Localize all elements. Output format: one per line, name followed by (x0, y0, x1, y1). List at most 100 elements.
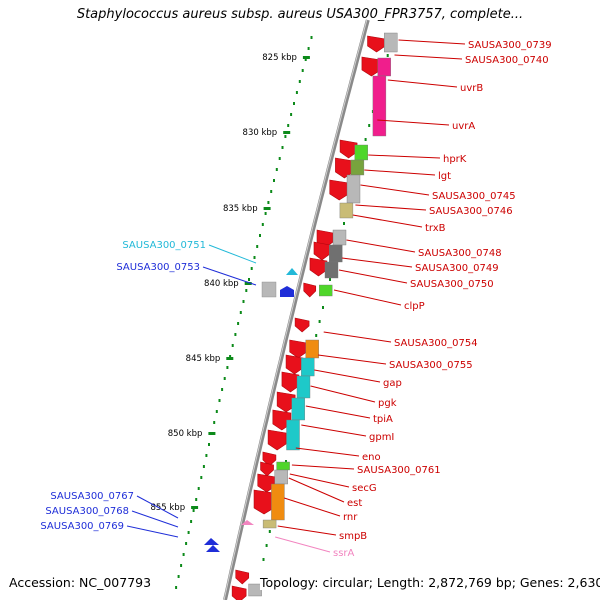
scale-dot (259, 234, 261, 237)
gene-label: SAUSA300_0751 (122, 240, 206, 251)
label-leader-line (295, 447, 360, 457)
scale-dot (231, 344, 234, 347)
scale-dot (226, 366, 229, 369)
ruler-tick-label: 845 kbp (186, 354, 221, 364)
gene-arrow (289, 339, 308, 359)
inner-scale-dot (322, 306, 324, 309)
label-leader-line (364, 169, 436, 176)
gene-label: eno (362, 452, 381, 463)
label-leader-line (275, 536, 331, 553)
scale-dot (242, 300, 245, 303)
scale-dot (295, 91, 298, 94)
label-leader-line (377, 119, 450, 126)
scale-dot (290, 113, 293, 116)
scale-dot (310, 36, 313, 39)
gene-label: hprK (443, 154, 467, 165)
ruler-tick (302, 56, 310, 59)
scale-dot (293, 102, 295, 105)
gene-label: SAUSA300_0753 (116, 262, 200, 273)
gene-label: SAUSA300_0750 (410, 279, 494, 290)
gene-arrow (294, 317, 310, 333)
cog-category-box (305, 339, 319, 359)
cog-category-box (291, 397, 305, 421)
gene-arrow-minus (206, 545, 220, 552)
scale-dot (200, 476, 203, 479)
inner-scale-dot (368, 124, 371, 127)
cog-category-box (354, 144, 368, 161)
scale-dot (301, 69, 304, 72)
scale-dot (250, 267, 253, 270)
inner-scale-dot (364, 138, 367, 141)
scale-dot (185, 542, 188, 545)
scale-dot (298, 80, 301, 83)
gene-arrow-minus (286, 268, 298, 275)
ruler-tick (208, 432, 216, 435)
gene-arrow (329, 179, 350, 201)
gene-arrow (231, 585, 247, 600)
cog-category-box (296, 375, 311, 399)
gene-label: SAUSA300_0754 (394, 338, 478, 349)
label-leader-line (288, 477, 345, 503)
gene-arrow (267, 429, 287, 451)
inner-scale-dot (268, 530, 271, 533)
gene-label: trxB (425, 223, 446, 234)
gene-arrow (339, 139, 358, 159)
scale-dot (205, 454, 208, 457)
label-leader-line (360, 184, 430, 196)
gene-label: SAUSA300_0745 (432, 191, 516, 202)
scale-dot (195, 498, 198, 501)
label-leader-line (208, 244, 257, 264)
gene-label: SAUSA300_0755 (389, 360, 473, 371)
scale-dot (261, 223, 264, 226)
label-leader-line (131, 510, 179, 528)
inner-scale-dot (285, 460, 287, 463)
cog-category-box (350, 159, 365, 176)
label-leader-line (341, 257, 413, 268)
label-leader-line (355, 204, 427, 211)
ruler-tick (283, 131, 291, 134)
ruler-tick-label: 850 kbp (168, 429, 203, 439)
cog-category-box (319, 284, 333, 297)
genome-backbone-highlight (223, 19, 368, 600)
label-leader-line (301, 424, 367, 437)
scale-dot (187, 531, 190, 534)
gene-arrow-minus (280, 286, 294, 297)
label-leader-line (318, 354, 387, 365)
label-leader-line (202, 266, 257, 286)
ruler-tick-label: 840 kbp (204, 279, 239, 289)
gene-label: clpP (404, 301, 425, 312)
inner-scale-dot (343, 222, 345, 225)
ruler-tick-label: 835 kbp (223, 204, 258, 214)
scale-dot (182, 553, 185, 556)
scale-dot (197, 487, 200, 490)
label-leader-line (387, 79, 458, 88)
scale-dot (270, 190, 273, 193)
scale-dot (267, 201, 270, 204)
gene-label: lgt (438, 171, 451, 182)
label-leader-line (277, 525, 337, 536)
cog-category-box (329, 244, 343, 263)
scale-dot (284, 135, 287, 138)
gene-label: SAUSA300_0740 (465, 55, 549, 66)
label-leader-line (314, 369, 381, 383)
scale-dot (202, 465, 205, 468)
gene-label: SAUSA300_0749 (415, 263, 499, 274)
ruler-tick (263, 207, 271, 210)
gene-label: SAUSA300_0746 (429, 206, 513, 217)
gene-label: tpiA (373, 414, 393, 425)
gene-label: uvrB (460, 83, 483, 94)
ruler-tick (244, 282, 252, 285)
gene-label: SAUSA300_0748 (418, 248, 502, 259)
gene-label: ssrA (333, 548, 355, 559)
gene-label: gap (383, 378, 402, 389)
cog-category-box (286, 419, 300, 451)
gene-arrow (253, 489, 275, 515)
inner-scale-dot (386, 54, 389, 57)
label-leader-line (310, 385, 376, 403)
scale-dot (218, 399, 221, 402)
inner-scale-dot (315, 334, 318, 337)
cog-category-box (274, 469, 288, 485)
label-leader-line (346, 239, 416, 253)
label-leader-line (333, 289, 402, 306)
scale-dot (253, 256, 256, 259)
